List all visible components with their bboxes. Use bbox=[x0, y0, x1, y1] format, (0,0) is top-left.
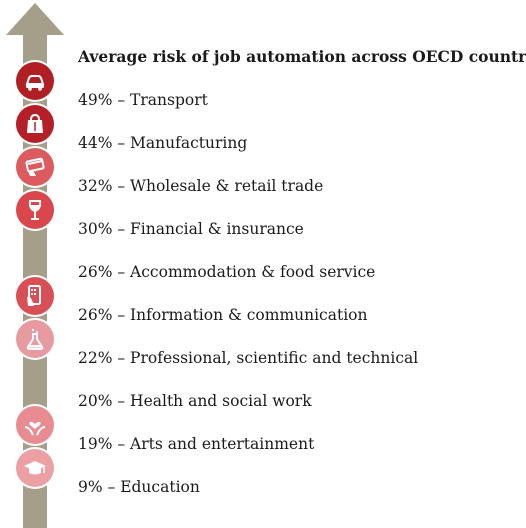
sector-label: 26% – Accommodation & food service bbox=[78, 263, 376, 281]
sector-label: 22% – Professional, scientific and techn… bbox=[78, 349, 419, 367]
sector-label: 32% – Wholesale & retail trade bbox=[78, 177, 324, 195]
graduation-cap-icon bbox=[24, 461, 46, 475]
credit-card-hand-badge bbox=[16, 148, 54, 186]
credit-card-hand-icon bbox=[25, 157, 45, 176]
sector-label: 9% – Education bbox=[78, 478, 200, 496]
sector-label: 19% – Arts and entertainment bbox=[78, 435, 315, 453]
graduation-cap-badge bbox=[16, 449, 54, 487]
chart-title: Average risk of job automation across OE… bbox=[78, 47, 526, 66]
sector-label: 44% – Manufacturing bbox=[78, 134, 248, 152]
flask-badge bbox=[16, 320, 54, 358]
sector-label: 20% – Health and social work bbox=[78, 392, 312, 410]
car-badge bbox=[16, 62, 54, 100]
sector-label: 26% – Information & communication bbox=[78, 306, 368, 324]
sector-label: 49% – Transport bbox=[78, 91, 208, 109]
car-icon bbox=[25, 75, 45, 91]
sector-label: 30% – Financial & insurance bbox=[78, 220, 304, 238]
shopping-bag-icon bbox=[27, 113, 43, 133]
wine-glass-icon bbox=[28, 200, 42, 220]
smartphone-hand-icon bbox=[27, 285, 41, 306]
smartphone-hand-badge bbox=[16, 277, 54, 315]
hands-heart-icon bbox=[24, 421, 46, 436]
wine-glass-badge bbox=[16, 191, 54, 229]
shopping-bag-badge bbox=[16, 105, 54, 143]
hands-heart-badge bbox=[16, 406, 54, 444]
arrow-head bbox=[6, 3, 64, 35]
flask-icon bbox=[26, 328, 44, 350]
